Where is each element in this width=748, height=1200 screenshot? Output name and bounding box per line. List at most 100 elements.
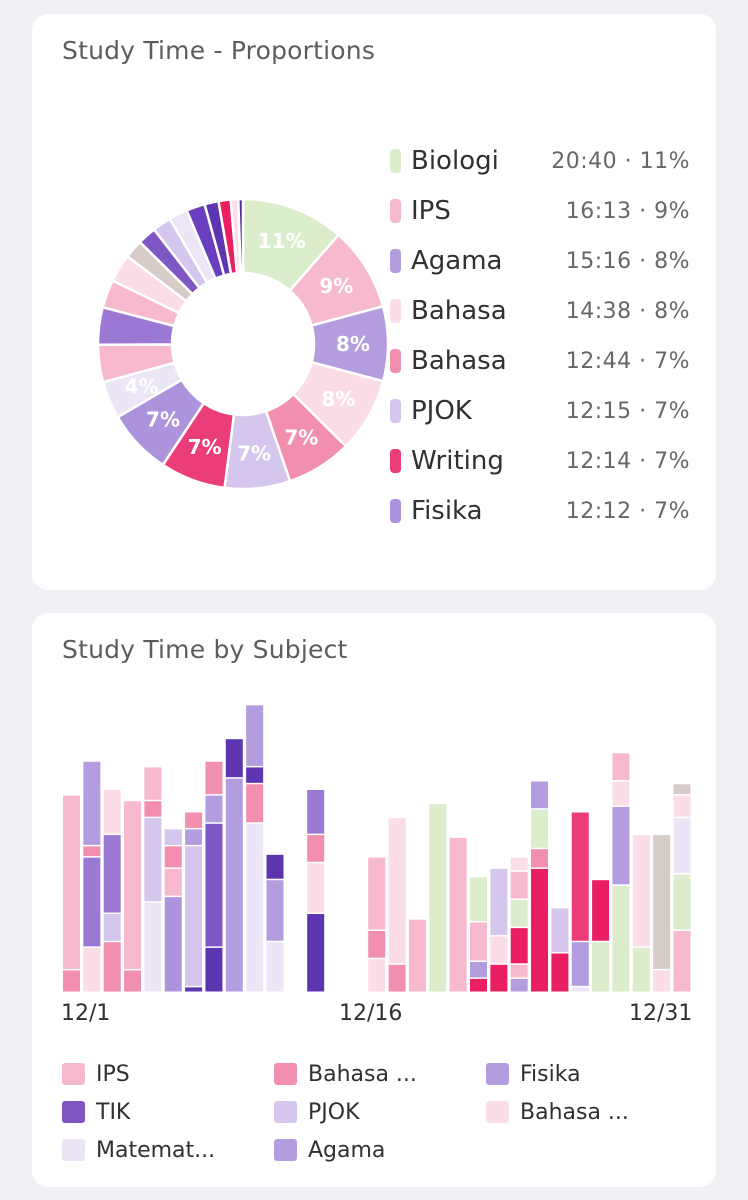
legend-item: Bahasa 14:38 · 8% bbox=[390, 286, 690, 336]
legend-item: Writing 12:14 · 7% bbox=[390, 436, 690, 486]
legend-label: PJOK bbox=[308, 1099, 360, 1125]
legend-item: Fisika bbox=[486, 1059, 698, 1089]
bar-segment bbox=[144, 801, 162, 817]
bar-segment bbox=[103, 942, 121, 992]
bar-segment bbox=[368, 959, 386, 992]
bar-segment bbox=[307, 914, 325, 992]
bar-segment bbox=[185, 987, 203, 992]
bar-segment bbox=[144, 902, 162, 992]
legend-item: Fisika 12:12 · 7% bbox=[390, 486, 690, 536]
bar-segment bbox=[164, 897, 182, 992]
legend-name: PJOK bbox=[411, 396, 472, 426]
proportions-card: Study Time - Proportions 11% 9% 8% 8% 7% 7% 7%… bbox=[32, 14, 716, 590]
legend-value: 12:44 · 7% bbox=[565, 348, 690, 374]
bar-segment bbox=[592, 942, 610, 992]
bar-segment bbox=[144, 818, 162, 902]
bar-segment bbox=[103, 835, 121, 913]
legend-value: 16:13 · 9% bbox=[565, 198, 690, 224]
legend-swatch bbox=[62, 1063, 85, 1085]
legend-item: Biologi 20:40 · 11% bbox=[390, 136, 690, 186]
bar-segment bbox=[124, 801, 142, 969]
bar-segment bbox=[225, 739, 243, 778]
bar-segment bbox=[531, 849, 549, 868]
legend-name: Bahasa bbox=[411, 296, 507, 326]
bar-segment bbox=[164, 846, 182, 868]
bar-segment bbox=[612, 806, 630, 885]
subject-legend: IPS Bahasa ... Fisika TIK PJOK Bahasa ... Mate… bbox=[62, 1059, 702, 1165]
bar-segment bbox=[612, 781, 630, 806]
bar-segment bbox=[592, 880, 610, 941]
slice-label: 4% bbox=[125, 375, 159, 399]
bar-segment bbox=[63, 970, 80, 992]
bar-segment bbox=[510, 964, 528, 978]
legend-item: TIK bbox=[62, 1097, 274, 1127]
bar-segment bbox=[612, 753, 630, 780]
legend-swatch bbox=[486, 1063, 509, 1085]
bar-segment bbox=[673, 930, 691, 992]
legend-item: Bahasa ... bbox=[486, 1097, 698, 1127]
bar-segment bbox=[531, 868, 549, 992]
legend-swatch bbox=[274, 1101, 297, 1123]
bar-segment bbox=[571, 942, 589, 986]
legend-item: Matemat... bbox=[62, 1135, 274, 1165]
bar-segment bbox=[63, 795, 80, 969]
bar-segment bbox=[673, 795, 691, 817]
bar-segment bbox=[225, 778, 243, 992]
legend-swatch bbox=[390, 199, 401, 223]
bar-segment bbox=[83, 947, 101, 992]
legend-value: 14:38 · 8% bbox=[565, 298, 690, 324]
legend-swatch bbox=[274, 1063, 297, 1085]
bar-segment bbox=[83, 761, 101, 845]
legend-value: 20:40 · 11% bbox=[551, 148, 690, 174]
legend-value: 12:14 · 7% bbox=[565, 448, 690, 474]
bar-segment bbox=[551, 908, 569, 953]
bar-segment bbox=[673, 784, 691, 795]
bar-segment bbox=[307, 863, 325, 913]
bar-segment bbox=[673, 818, 691, 874]
legend-name: Writing bbox=[411, 446, 504, 476]
bar-segment bbox=[185, 829, 203, 845]
legend-item: Bahasa 12:44 · 7% bbox=[390, 336, 690, 386]
proportions-title: Study Time - Proportions bbox=[62, 36, 376, 65]
bar-segment bbox=[531, 781, 549, 809]
legend-item: Agama bbox=[274, 1135, 486, 1165]
legend-item: IPS 16:13 · 9% bbox=[390, 186, 690, 236]
legend-name: Biologi bbox=[411, 146, 499, 176]
bar-segment bbox=[653, 835, 671, 969]
bar-segment bbox=[144, 767, 162, 800]
legend-item: Bahasa ... bbox=[274, 1059, 486, 1089]
bar-segment bbox=[185, 812, 203, 828]
subject-title: Study Time by Subject bbox=[62, 635, 348, 664]
bar-segment bbox=[205, 823, 223, 947]
bar-segment bbox=[510, 978, 528, 992]
slice-label: 9% bbox=[319, 274, 353, 298]
bar-segment bbox=[368, 930, 386, 958]
x-tick-label: 12/31 bbox=[629, 1001, 693, 1026]
x-tick-label: 12/1 bbox=[61, 1001, 111, 1026]
legend-value: 12:15 · 7% bbox=[565, 398, 690, 424]
legend-name: Agama bbox=[411, 246, 503, 276]
slice-label: 8% bbox=[336, 332, 370, 356]
bar-segment bbox=[205, 795, 223, 823]
bar-segment bbox=[551, 953, 569, 992]
bar-segment bbox=[83, 857, 101, 947]
legend-label: Agama bbox=[308, 1137, 386, 1163]
bar-segment bbox=[246, 823, 264, 992]
legend-swatch bbox=[62, 1101, 85, 1123]
bar-segment bbox=[510, 871, 528, 899]
bar-segment bbox=[246, 705, 264, 766]
slice-label: 7% bbox=[284, 425, 318, 449]
bar-segment bbox=[490, 964, 508, 992]
slice-label: 7% bbox=[237, 441, 271, 465]
bar-segment bbox=[429, 804, 447, 992]
bar-segment bbox=[490, 936, 508, 964]
stacked-bar-chart bbox=[63, 705, 691, 992]
legend-label: IPS bbox=[96, 1061, 130, 1087]
bar-segment bbox=[83, 846, 101, 857]
bar-segment bbox=[612, 885, 630, 992]
bar-segment bbox=[103, 914, 121, 941]
legend-label: Fisika bbox=[520, 1061, 581, 1087]
proportions-legend: Biologi 20:40 · 11% IPS 16:13 · 9% Agama 15:1… bbox=[390, 136, 690, 536]
legend-label: Matemat... bbox=[96, 1137, 216, 1163]
subject-card: Study Time by Subject 12/1 12/16 12/31 I… bbox=[32, 613, 716, 1187]
